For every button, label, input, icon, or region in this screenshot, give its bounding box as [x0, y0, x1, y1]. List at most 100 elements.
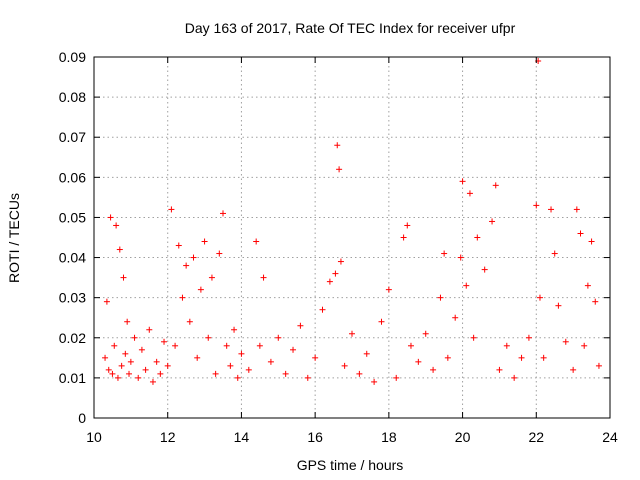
data-point [220, 210, 226, 217]
data-point [570, 366, 577, 373]
data-point [216, 250, 223, 257]
data-point [212, 370, 219, 377]
data-point [441, 250, 448, 257]
y-tick-label: 0.08 [59, 89, 86, 105]
data-point [336, 166, 343, 173]
data-point [378, 318, 385, 325]
y-tick-label: 0.04 [59, 250, 86, 266]
data-point [122, 350, 129, 357]
data-point [341, 362, 348, 369]
data-point [489, 218, 496, 225]
data-point [107, 214, 114, 221]
data-point [363, 350, 370, 357]
data-point [231, 326, 238, 333]
data-point [437, 294, 444, 301]
x-tick-label: 20 [455, 429, 471, 445]
y-tick-label: 0.01 [59, 370, 86, 386]
data-point [548, 206, 555, 213]
data-point [135, 374, 142, 381]
plot-frame [93, 56, 611, 419]
data-point [103, 298, 110, 305]
x-tick-label: 18 [381, 429, 397, 445]
x-tick-label: 22 [528, 429, 544, 445]
data-point [356, 370, 363, 377]
data-point [533, 202, 540, 209]
data-point [146, 326, 153, 333]
data-point [581, 342, 588, 349]
data-point [371, 378, 378, 385]
data-point [234, 374, 241, 381]
data-point [562, 338, 569, 345]
data-point [474, 234, 481, 241]
data-point [245, 366, 252, 373]
data-point [332, 270, 339, 277]
data-point [588, 238, 595, 245]
data-point [179, 294, 186, 301]
y-tick-label: 0.03 [59, 290, 86, 306]
data-point [470, 334, 477, 341]
y-tick-label: 0.07 [59, 129, 86, 145]
x-tick-label: 16 [307, 429, 323, 445]
data-point [577, 230, 584, 237]
data-point [492, 182, 499, 189]
data-point [131, 334, 138, 341]
data-point [190, 254, 197, 261]
y-tick-label: 0.02 [59, 330, 86, 346]
data-point [511, 374, 518, 381]
data-point [536, 294, 543, 301]
data-point [422, 330, 429, 337]
data-point [457, 254, 464, 261]
data-point [113, 222, 120, 229]
x-tick-label: 10 [86, 429, 102, 445]
data-point [161, 338, 168, 345]
data-point [126, 370, 133, 377]
data-point [102, 354, 109, 361]
data-point [114, 374, 121, 381]
data-point [153, 358, 160, 365]
data-point [256, 342, 263, 349]
data-point [415, 358, 422, 365]
y-tick-label: 0 [78, 410, 86, 426]
data-point [157, 370, 164, 377]
data-point [385, 286, 392, 293]
data-point [430, 366, 437, 373]
data-point [138, 346, 145, 353]
data-point [282, 370, 289, 377]
data-point [118, 362, 125, 369]
data-point [109, 370, 116, 377]
x-tick-label: 12 [160, 429, 176, 445]
data-point [466, 190, 473, 197]
data-point [124, 318, 131, 325]
data-point [260, 274, 267, 281]
data-point [551, 250, 558, 257]
data-point [349, 330, 355, 337]
x-tick-label: 24 [602, 429, 618, 445]
data-point [183, 262, 190, 269]
data-point [142, 366, 149, 373]
data-points [102, 58, 602, 385]
data-point [253, 238, 260, 245]
data-point [312, 354, 319, 361]
data-point [223, 342, 230, 349]
data-point [290, 346, 297, 353]
x-axis-label: GPS time / hours [297, 457, 404, 473]
data-point [319, 306, 326, 313]
data-point [334, 142, 341, 149]
data-point [584, 282, 591, 289]
data-point [592, 298, 599, 305]
data-point [168, 206, 175, 213]
x-tick-label: 14 [234, 429, 250, 445]
data-point [444, 354, 451, 361]
data-point [149, 378, 156, 385]
data-point [120, 274, 127, 281]
data-point [201, 238, 208, 245]
data-point [275, 334, 282, 341]
data-point [127, 358, 134, 365]
data-point [172, 342, 179, 349]
data-point [304, 374, 311, 381]
y-tick-label: 0.06 [59, 169, 86, 185]
data-point [496, 366, 503, 373]
data-point [525, 334, 532, 341]
